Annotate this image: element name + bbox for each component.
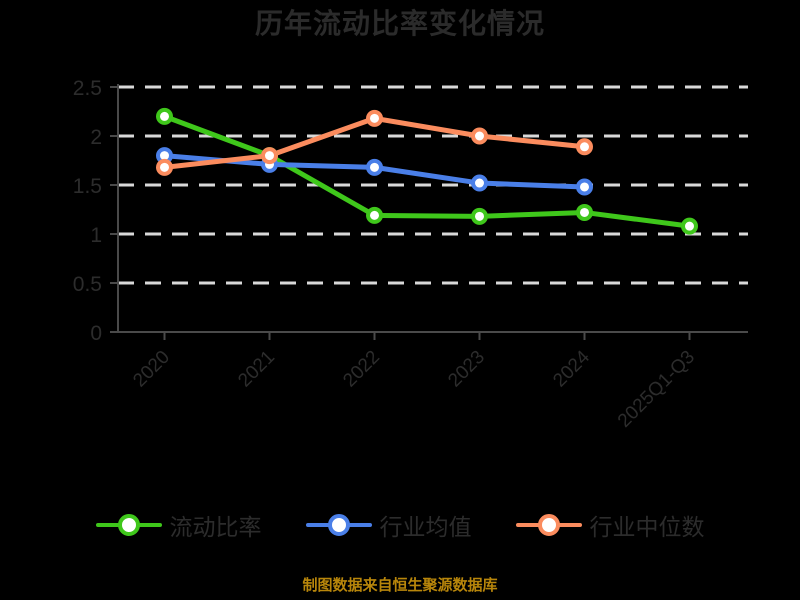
x-tick-label: 2021 — [234, 347, 279, 392]
data-point-marker — [261, 147, 278, 165]
axes-group — [117, 84, 748, 333]
data-series-group — [156, 107, 698, 235]
legend-marker-icon — [515, 510, 582, 540]
x-tick-label: 2024 — [549, 346, 594, 391]
series-line — [162, 113, 692, 229]
data-point-marker — [471, 207, 488, 225]
y-tick-label: 0.5 — [73, 273, 102, 296]
legend-label: 行业中位数 — [589, 514, 705, 540]
data-point-marker — [366, 158, 383, 176]
data-point-marker — [681, 217, 698, 235]
data-point-marker — [366, 109, 383, 127]
legend-marker-icon — [95, 510, 162, 540]
legend-dot-swatch — [117, 514, 140, 536]
data-point-marker — [366, 206, 383, 224]
legend-label: 行业均值 — [379, 514, 472, 540]
legend-marker-icon — [305, 510, 372, 540]
y-tick-label: 1.5 — [73, 175, 102, 198]
x-tick-label: 2025Q1-Q3 — [614, 347, 699, 432]
plot-area: 0 0.5 1 1.5 2 2.5 2020 2021 2022 2023 2024 2025Q1-… — [73, 77, 748, 432]
y-tick-label: 2 — [90, 126, 102, 149]
legend-item[interactable]: 行业中位数 — [515, 508, 705, 542]
data-point-marker — [576, 178, 593, 196]
footer-source-note: 制图数据来自恒生聚源数据库 — [302, 577, 498, 594]
x-tick-label: 2023 — [444, 347, 489, 392]
x-axis-ticks: 2020 2021 2022 2023 2024 2025Q1-Q3 — [129, 332, 699, 432]
legend-label: 流动比率 — [169, 514, 262, 540]
x-tick-label: 2020 — [129, 347, 174, 392]
legend-dot-swatch — [327, 514, 350, 536]
y-tick-label: 0 — [90, 322, 102, 345]
x-tick-label: 2022 — [339, 347, 384, 392]
data-point-marker — [156, 158, 173, 176]
data-point-marker — [471, 174, 488, 192]
data-point-marker — [576, 203, 593, 221]
legend-item[interactable]: 流动比率 — [95, 508, 262, 542]
data-point-marker — [156, 107, 173, 125]
chart-title: 历年流动比率变化情况 — [254, 8, 545, 39]
data-point-marker — [576, 138, 593, 156]
gridlines-group — [118, 85, 748, 285]
legend-dot-swatch — [537, 514, 560, 536]
y-axis-ticks: 0 0.5 1 1.5 2 2.5 — [73, 77, 118, 345]
data-point-marker — [471, 127, 488, 145]
y-tick-label: 1 — [90, 224, 102, 247]
chart-legend: 流动比率 行业均值 行业中位数 — [0, 508, 800, 542]
y-tick-label: 2.5 — [73, 77, 102, 100]
legend-item[interactable]: 行业均值 — [305, 508, 472, 542]
